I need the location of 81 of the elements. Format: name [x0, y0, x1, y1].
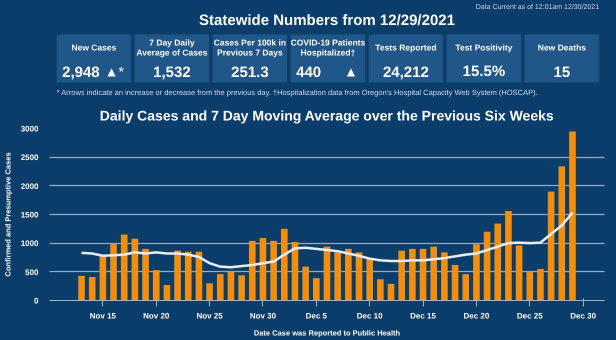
category-label: Cases Per 100k in Previous 7 Days — [214, 38, 286, 58]
y-tick-label: 1500 — [20, 210, 40, 220]
text: 251.3 — [231, 64, 269, 81]
bar — [398, 250, 406, 300]
bar — [281, 228, 288, 300]
bar — [313, 278, 320, 300]
bar — [152, 270, 160, 300]
bar — [441, 252, 448, 300]
x-tick-label: Dec 5 — [306, 312, 328, 320]
x-tick-label: Dec 10 — [356, 312, 384, 320]
bar — [270, 240, 277, 300]
bar — [377, 279, 384, 300]
bar — [238, 275, 245, 300]
category-label: 7 Day Daily Average of Cases — [136, 38, 208, 58]
text: 440 ▲ — [296, 64, 358, 81]
bar — [142, 248, 149, 300]
bar — [516, 245, 522, 300]
bar — [548, 192, 554, 300]
bar — [430, 246, 438, 300]
bar — [216, 274, 224, 300]
bar — [537, 268, 544, 300]
bar — [558, 166, 566, 300]
category-label: New Cases — [71, 42, 117, 52]
y-tick-label: 3000 — [20, 124, 40, 134]
bar — [78, 276, 85, 300]
bar — [505, 211, 512, 300]
bar — [494, 224, 502, 300]
bar — [88, 276, 96, 300]
y-tick-label: 1000 — [20, 239, 40, 248]
bar — [526, 271, 534, 300]
bar — [420, 248, 426, 300]
x-tick-label: Dec 20 — [464, 312, 490, 320]
bar — [356, 252, 362, 300]
x-tick-label: Nov 20 — [143, 312, 170, 320]
category-label: New Deaths — [538, 42, 586, 52]
x-tick-label: Dec 15 — [410, 312, 437, 320]
bar — [174, 250, 181, 300]
bar — [206, 283, 213, 300]
y-tick-label: 500 — [25, 268, 40, 277]
bar — [132, 238, 138, 300]
bar — [260, 238, 266, 300]
text: 15 — [554, 64, 570, 81]
bar — [452, 264, 458, 300]
bar — [100, 256, 106, 300]
x-tick-label: Nov 30 — [250, 312, 277, 320]
text: 24,212 — [382, 64, 429, 81]
y-tick-label: 0 — [34, 296, 40, 306]
bar — [292, 242, 298, 300]
text: 2,948 ▲* — [62, 64, 124, 81]
line-series — [80, 211, 574, 268]
x-tick-label: Dec 30 — [570, 312, 597, 320]
y-tick-label: 2000 — [20, 182, 40, 191]
bar — [569, 131, 576, 300]
text: 15.5% — [462, 63, 506, 80]
category-label: COVID-19 Patients Hospitalized† — [290, 38, 366, 58]
bar — [388, 284, 394, 300]
bar — [164, 285, 170, 300]
bar — [345, 248, 352, 300]
x-tick-label: Nov 15 — [90, 312, 117, 320]
bar — [334, 252, 341, 300]
x-tick-label: Dec 25 — [516, 312, 544, 320]
bar — [120, 234, 128, 300]
bar — [324, 246, 330, 300]
bar — [302, 266, 309, 300]
bar — [184, 252, 192, 300]
x-tick-label: Nov 25 — [196, 312, 224, 320]
category-label: Tests Reported — [375, 42, 437, 52]
chart-title: Daily Cases and 7 Day Moving Average over the Previous Six Weeks — [100, 108, 554, 124]
category-label: Test Positivity — [455, 42, 513, 52]
bar — [409, 248, 416, 300]
bar — [110, 244, 117, 300]
bar — [196, 252, 202, 300]
bar — [484, 232, 490, 300]
bar — [228, 271, 234, 300]
y-tick-label: 2500 — [20, 153, 40, 162]
bar — [366, 258, 373, 300]
text: Statewide Numbers from 12/29/2021 — [199, 12, 455, 29]
bar — [462, 274, 470, 300]
bar — [248, 240, 256, 300]
bar — [473, 244, 480, 300]
text: 1,532 — [153, 64, 191, 81]
